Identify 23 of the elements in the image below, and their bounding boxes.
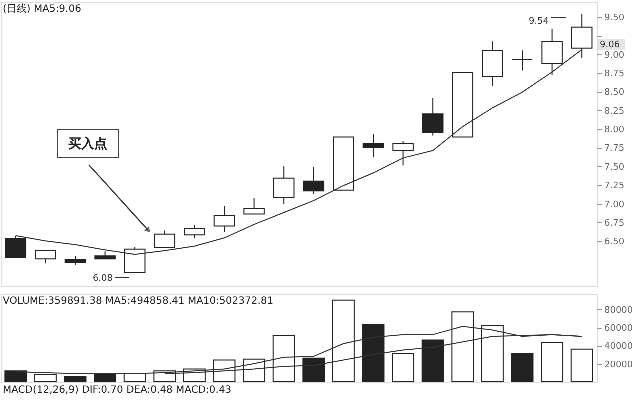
y-tick-label: 6.75 <box>604 218 625 229</box>
y-tick-label: 8.50 <box>604 88 625 98</box>
y-tick-label: 7.25 <box>604 182 625 192</box>
y-tick-label: 8.00 <box>604 126 625 136</box>
y-tick-label: 7.50 <box>604 162 625 173</box>
text: MACD(12,26,9) DIF:0.70 DEA:0.48 MACD:0.43 <box>3 385 232 396</box>
text: 9.06 <box>600 40 620 50</box>
y-tick-label: 8.25 <box>604 106 625 117</box>
y-tick-label: 80000 <box>604 306 634 316</box>
annotation: 买入点 <box>68 136 108 152</box>
y-tick-label: 7.00 <box>604 200 625 210</box>
chart-title: (日线) MA5:9.06 <box>3 3 82 15</box>
y-tick-label: 9.50 <box>604 13 625 24</box>
y-tick-label: 7.75 <box>604 144 625 154</box>
annotation: 6.08 <box>92 274 114 284</box>
annotation: 9.54 <box>528 17 550 27</box>
chart-title: VOLUME:359891.38 MA5:494858.41 MA10:502372.81 <box>3 296 274 307</box>
y-tick-label: 40000 <box>604 342 634 352</box>
y-tick-label: 60000 <box>604 324 634 334</box>
y-tick-label: 20000 <box>604 360 634 370</box>
y-tick-label: 9.00 <box>604 50 625 61</box>
y-tick-label: 6.50 <box>604 238 625 248</box>
y-tick-label: 8.75 <box>604 70 625 80</box>
